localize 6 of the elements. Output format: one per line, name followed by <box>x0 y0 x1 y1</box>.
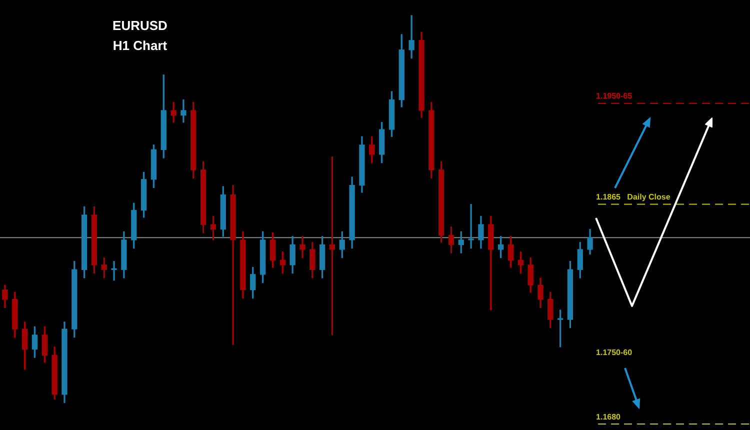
ref-line-label: 1.1865 Daily Close <box>596 192 671 202</box>
ref-line-label: 1.1680 <box>596 412 622 422</box>
text: 1.1750-60 <box>596 348 633 358</box>
ref-line-label: 1.1950-65 <box>596 92 633 101</box>
text: EURUSD <box>112 17 168 35</box>
text: H1 Chart <box>112 37 168 55</box>
